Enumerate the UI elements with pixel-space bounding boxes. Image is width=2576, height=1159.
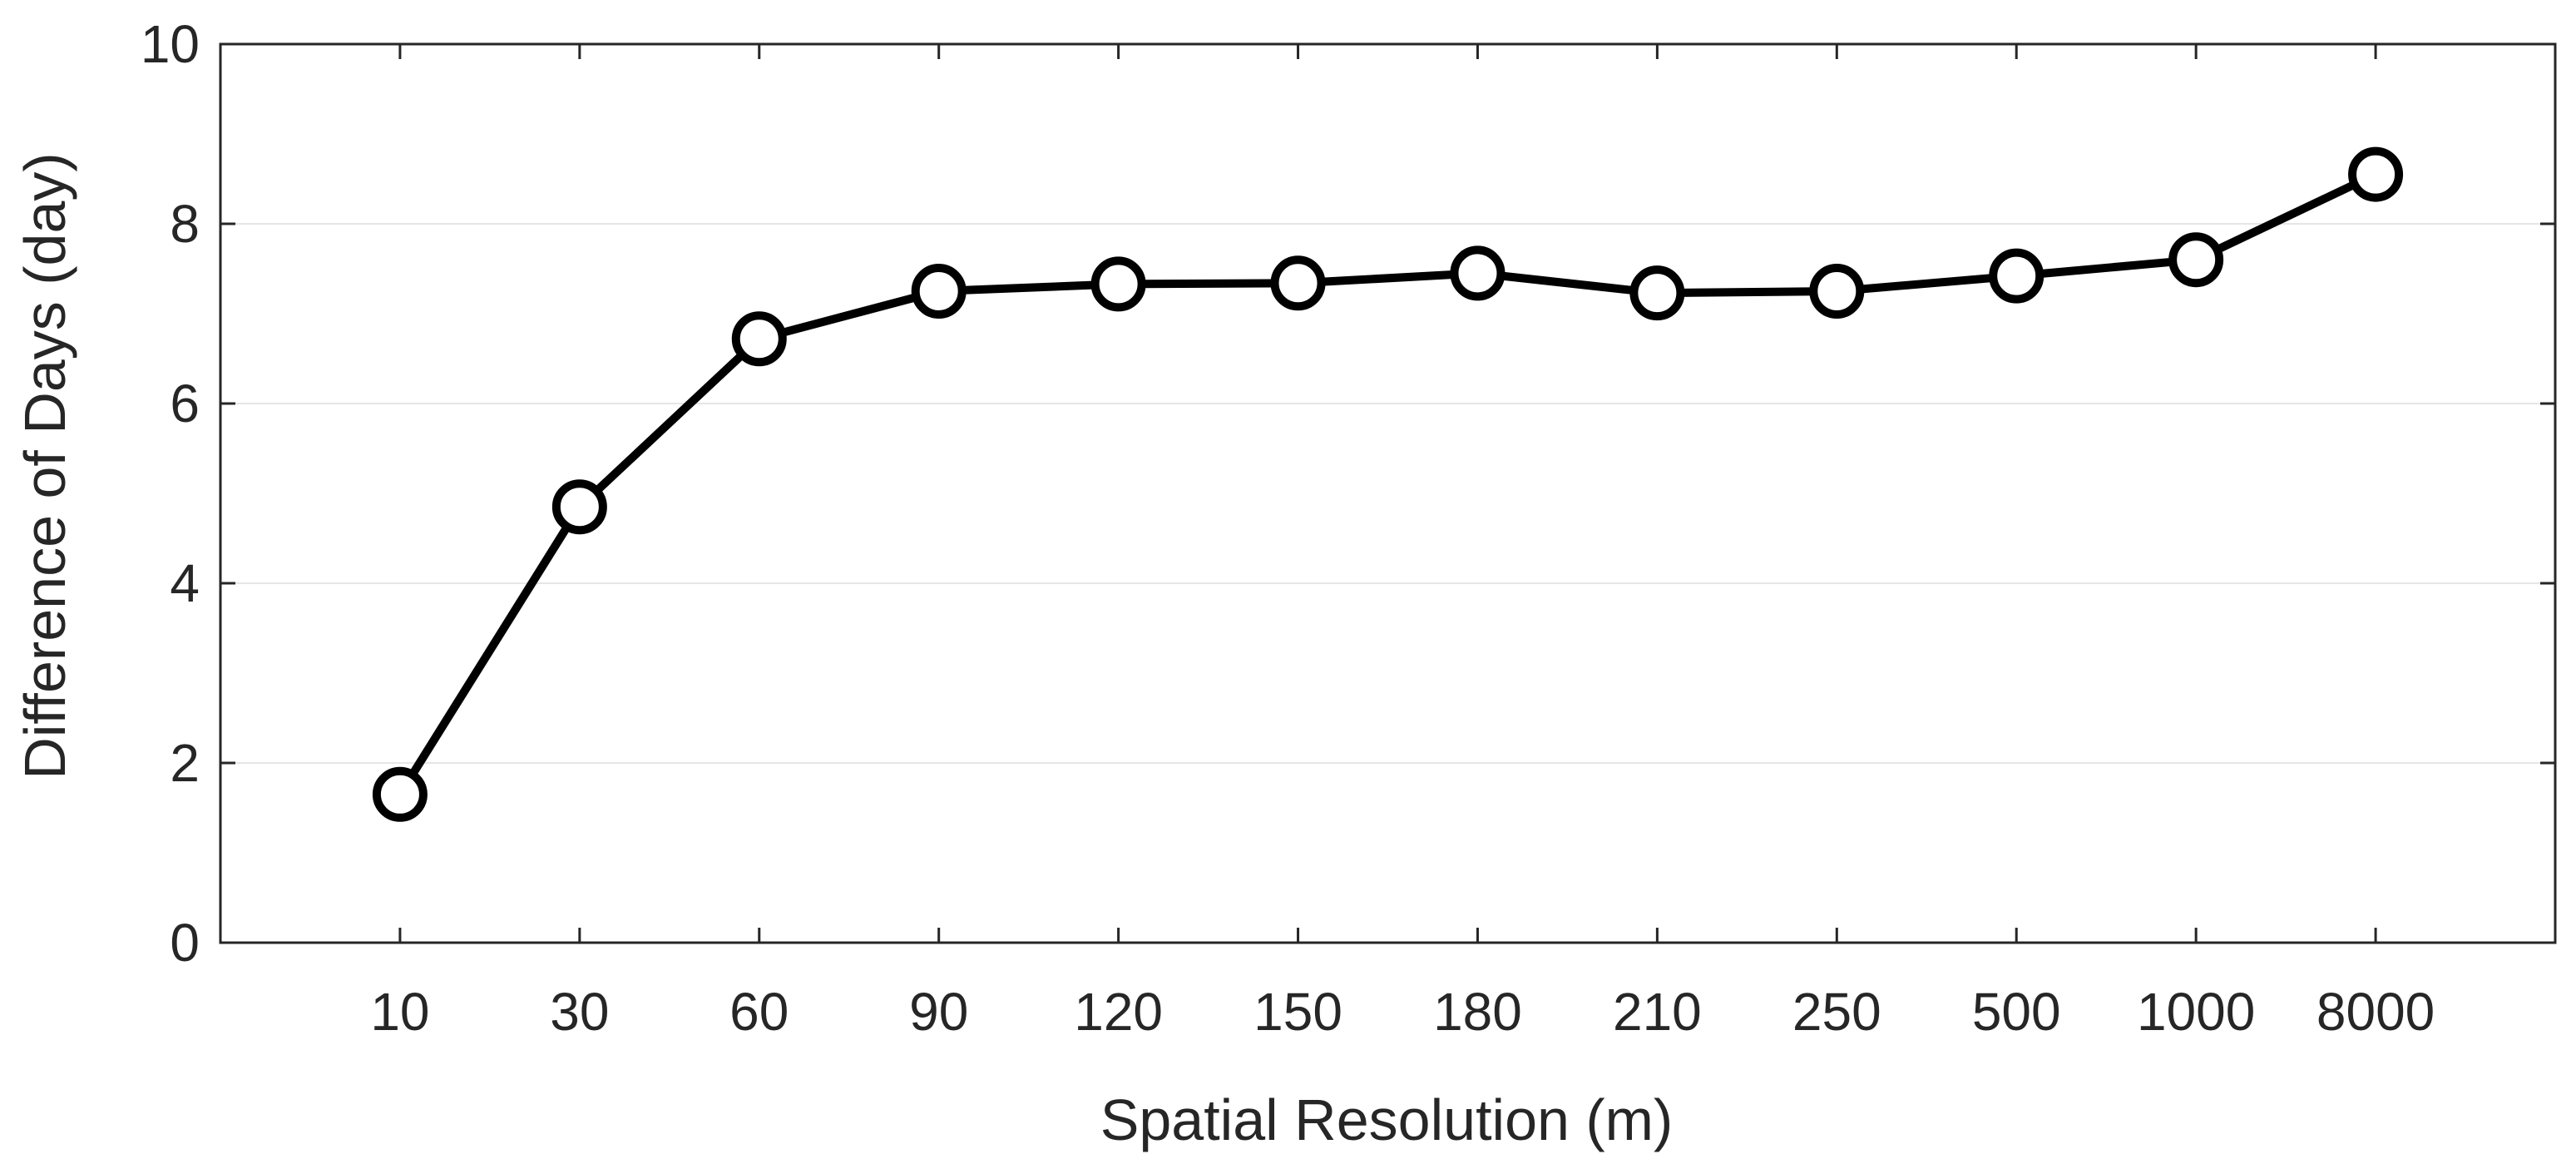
data-layer bbox=[372, 146, 2404, 822]
y-axis-title: Difference of Days (day) bbox=[12, 152, 77, 779]
x-tick-label: 150 bbox=[1253, 982, 1342, 1042]
axes-layer: 0 2 4 6 8 10 10 30 60 90 120 150 180 210 250 500 1000 800… bbox=[141, 14, 2557, 1042]
data-point bbox=[2348, 146, 2404, 202]
grid-layer bbox=[220, 223, 2555, 764]
data-point bbox=[1450, 245, 1506, 301]
plot-frame bbox=[219, 42, 2557, 944]
data-point bbox=[2168, 232, 2224, 288]
y-tick-label: 2 bbox=[170, 733, 200, 793]
y-tick-label: 4 bbox=[170, 553, 200, 613]
x-tick-label: 60 bbox=[729, 982, 789, 1042]
data-point bbox=[372, 766, 428, 822]
data-point bbox=[911, 264, 967, 319]
y-tick-label: 10 bbox=[141, 14, 200, 74]
y-tick-label: 6 bbox=[170, 374, 200, 433]
y-tick-label: 8 bbox=[170, 194, 200, 254]
x-axis-title: Spatial Resolution (m) bbox=[1100, 1087, 1674, 1152]
data-point bbox=[1989, 248, 2044, 304]
x-tick-label: 250 bbox=[1792, 982, 1881, 1042]
x-tick-label: 10 bbox=[370, 982, 429, 1042]
data-point bbox=[1809, 264, 1865, 319]
y-tick-label: 0 bbox=[170, 913, 200, 973]
x-tick-label: 210 bbox=[1613, 982, 1702, 1042]
x-tick-label: 180 bbox=[1433, 982, 1522, 1042]
data-point bbox=[1270, 255, 1326, 311]
data-point bbox=[551, 479, 607, 535]
x-tick-label: 8000 bbox=[2316, 982, 2435, 1042]
x-tick-label: 30 bbox=[550, 982, 609, 1042]
series-line bbox=[396, 171, 2378, 797]
x-tick-label: 120 bbox=[1074, 982, 1163, 1042]
data-point bbox=[1090, 256, 1146, 312]
x-tick-label: 500 bbox=[1972, 982, 2061, 1042]
data-point bbox=[1629, 265, 1685, 321]
x-tick-label: 1000 bbox=[2137, 982, 2255, 1042]
x-tick-label: 90 bbox=[909, 982, 968, 1042]
data-point bbox=[731, 311, 787, 367]
